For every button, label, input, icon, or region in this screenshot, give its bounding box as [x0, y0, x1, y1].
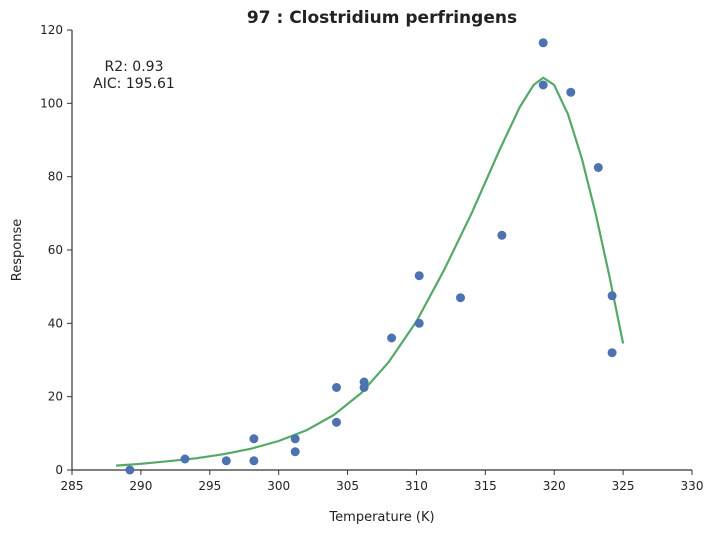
data-point	[497, 230, 507, 240]
axes: 285 290 295 300 305 310 315 320 325 330 0 20 40 60 80 1…	[40, 23, 703, 493]
r2-annotation: R2: 0.93	[105, 59, 164, 75]
y-tick-label: 20	[48, 390, 63, 404]
fit-curve-layer	[116, 76, 625, 467]
x-tick-label: 295	[198, 479, 221, 493]
data-point	[456, 293, 465, 303]
data-point	[593, 163, 603, 172]
aic-annotation: AIC: 195.61	[93, 76, 175, 92]
data-point	[221, 456, 231, 466]
x-tick-label: 325	[612, 479, 635, 493]
data-point	[607, 348, 617, 358]
data-point	[414, 271, 424, 281]
x-tick-label: 290	[129, 479, 152, 493]
x-tick-label: 300	[267, 479, 290, 493]
data-point	[332, 417, 341, 427]
data-point	[607, 291, 617, 301]
data-point	[249, 434, 259, 444]
data-point	[125, 465, 135, 475]
x-tick-label: 285	[61, 479, 84, 493]
data-point	[290, 447, 300, 457]
y-tick-label: 100	[40, 96, 63, 110]
x-tick-label: 305	[336, 479, 359, 493]
x-axis-label: Temperature (K)	[328, 510, 434, 525]
y-tick-label: 60	[48, 243, 63, 257]
y-axis-label: Response	[10, 219, 25, 281]
data-point	[414, 318, 424, 328]
data-point	[387, 333, 397, 343]
data-point	[180, 454, 190, 464]
y-tick-label: 0	[55, 463, 63, 477]
data-point	[290, 434, 300, 444]
x-tick-label: 315	[474, 479, 497, 493]
fit-curve	[116, 76, 625, 467]
data-point	[359, 377, 369, 387]
x-tick-label: 310	[405, 479, 428, 493]
x-tick-label: 320	[543, 479, 566, 493]
data-points-layer	[125, 38, 617, 475]
data-point	[566, 87, 576, 97]
x-tick-label: 330	[681, 479, 704, 493]
data-point	[538, 38, 548, 48]
data-point	[249, 456, 259, 466]
data-point	[332, 383, 341, 392]
y-tick-label: 40	[48, 316, 63, 330]
chart-title: 97 : Clostridium perfringens	[247, 8, 517, 28]
y-tick-label: 120	[40, 23, 63, 37]
y-tick-label: 80	[48, 170, 63, 184]
data-point	[538, 80, 548, 90]
